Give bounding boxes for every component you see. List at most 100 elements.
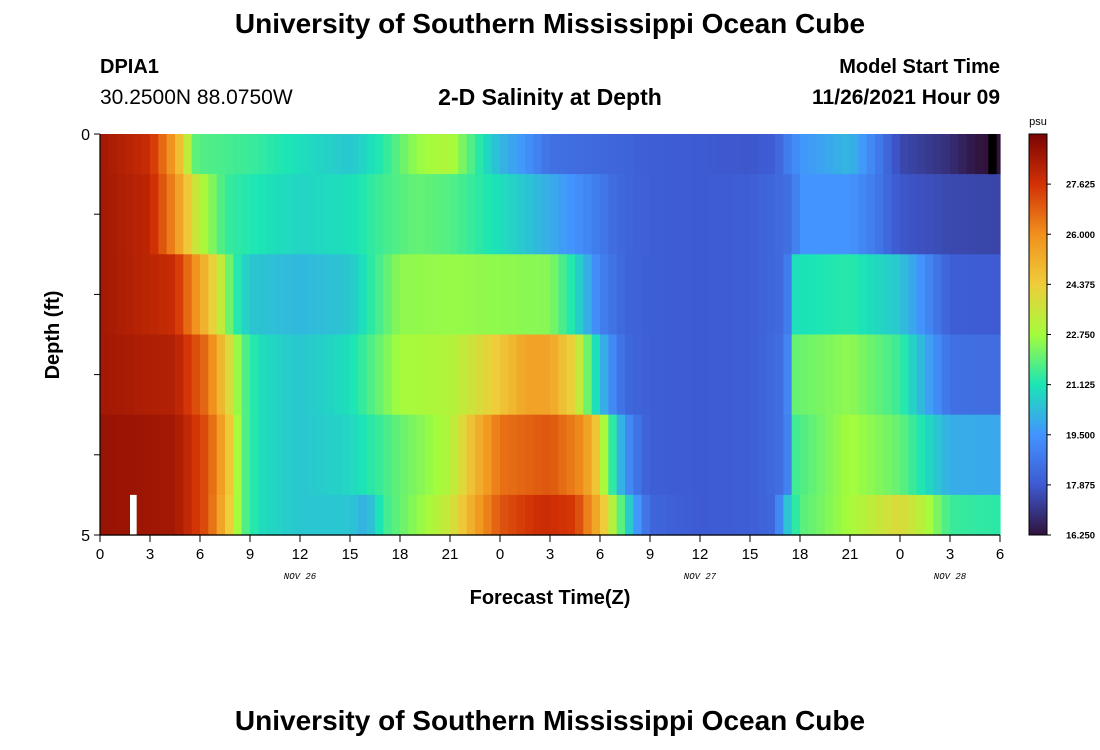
heatmap-cell [291, 134, 301, 175]
heatmap-cell [791, 494, 801, 536]
heatmap-cell [450, 174, 459, 255]
heatmap-cell [400, 414, 409, 496]
heatmap-cell [875, 254, 884, 336]
x-date-label: NOV 28 [934, 572, 967, 582]
heatmap-cell [183, 334, 193, 416]
station-coordinates: 30.2500N 88.0750W [100, 86, 293, 109]
heatmap-cell [483, 174, 493, 255]
heatmap-cell [383, 174, 393, 255]
heatmap-cell [966, 494, 976, 536]
heatmap-cell [783, 174, 793, 255]
heatmap-cell [366, 134, 376, 175]
heatmap-cell [283, 334, 293, 416]
heatmap-cell [708, 414, 718, 496]
heatmap-cell [916, 134, 926, 175]
heatmap-cell [558, 174, 568, 255]
heatmap-cell [241, 494, 251, 536]
heatmap-cell [525, 414, 534, 496]
heatmap-cell [958, 134, 968, 175]
heatmap-cell [500, 254, 509, 336]
heatmap-cell [475, 414, 484, 496]
heatmap-cell [850, 494, 859, 536]
heatmap-cell [358, 494, 368, 536]
heatmap-cell [675, 134, 684, 175]
heatmap-cell [858, 134, 868, 175]
heatmap-cell [700, 334, 709, 416]
heatmap-cell [275, 134, 284, 175]
heatmap-cell [400, 494, 409, 536]
heatmap-cell [841, 174, 851, 255]
heatmap-cell [191, 414, 201, 496]
heatmap-cell [275, 334, 284, 416]
heatmap-cell [516, 254, 526, 336]
heatmap-cell [500, 334, 509, 416]
heatmap-cell [500, 134, 509, 175]
heatmap-cell [608, 414, 618, 496]
heatmap-cell [608, 254, 618, 336]
heatmap-cell [283, 134, 293, 175]
heatmap-cell [425, 334, 434, 416]
heatmap-cell [233, 494, 243, 536]
heatmap-cell [983, 174, 993, 255]
heatmap-cell [875, 414, 884, 496]
heatmap-cell [683, 174, 693, 255]
heatmap-cell [166, 334, 176, 416]
heatmap-cell [525, 134, 534, 175]
heatmap-cell [600, 334, 609, 416]
heatmap-cell [133, 334, 143, 416]
heatmap-cell [991, 414, 1001, 496]
heatmap-cell [683, 414, 693, 496]
heatmap-cell [991, 174, 1001, 255]
heatmap-cell [725, 174, 734, 255]
heatmap-cell [908, 334, 918, 416]
heatmap-cell [966, 174, 976, 255]
heatmap-cell [900, 334, 909, 416]
heatmap-cell [175, 254, 184, 336]
x-tick-label: 6 [996, 546, 1004, 563]
heatmap-cell [808, 494, 818, 536]
heatmap-cell [216, 174, 226, 255]
heatmap-cell [716, 254, 726, 336]
heatmap-cell [658, 254, 668, 336]
heatmap-cell [625, 174, 634, 255]
heatmap-cell [558, 254, 568, 336]
footer-title: University of Southern Mississippi Ocean… [234, 705, 866, 736]
heatmap-cell [333, 334, 343, 416]
heatmap-cell [825, 494, 834, 536]
heatmap-cell [550, 174, 559, 255]
heatmap-cell [991, 494, 1001, 536]
heatmap-cell [733, 254, 743, 336]
heatmap-cell [916, 494, 926, 536]
x-tick-label: 0 [896, 546, 904, 563]
heatmap-cell [300, 494, 309, 536]
heatmap-cell [350, 174, 359, 255]
heatmap-cell [183, 134, 193, 175]
heatmap-cell [983, 134, 993, 175]
heatmap-cell [366, 174, 376, 255]
heatmap-cell [650, 334, 659, 416]
heatmap-cell [166, 414, 176, 496]
heatmap-cell [350, 134, 359, 175]
heatmap-cell [800, 414, 809, 496]
heatmap-cell [583, 494, 593, 536]
heatmap-cell [516, 174, 526, 255]
heatmap-cell [233, 414, 243, 496]
heatmap-cell [666, 254, 676, 336]
heatmap-cell [883, 174, 893, 255]
heatmap-cell [283, 254, 293, 336]
heatmap-cell [891, 174, 901, 255]
chart-title: 2-D Salinity at Depth [438, 84, 662, 110]
heatmap-cell [716, 334, 726, 416]
heatmap-cell [491, 254, 501, 336]
heatmap-cell [816, 254, 826, 336]
heatmap-cell [183, 494, 193, 536]
heatmap-cell [591, 134, 601, 175]
x-tick-label: 0 [96, 546, 104, 563]
station-id: DPIA1 [100, 56, 159, 78]
heatmap-cell [200, 174, 209, 255]
heatmap-cell [266, 174, 276, 255]
heatmap-cell [358, 174, 368, 255]
heatmap-cell [466, 254, 476, 336]
heatmap-cell [591, 334, 601, 416]
heatmap-cell [133, 134, 143, 175]
